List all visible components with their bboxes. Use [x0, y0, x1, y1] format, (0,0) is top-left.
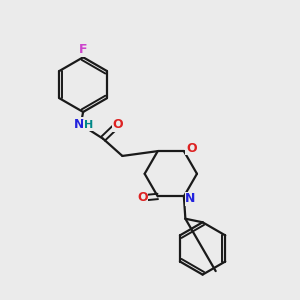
Text: O: O	[137, 191, 148, 204]
Text: O: O	[112, 118, 123, 131]
Text: N: N	[185, 192, 196, 205]
Text: N: N	[74, 118, 84, 131]
Text: H: H	[84, 120, 93, 130]
Text: O: O	[186, 142, 196, 155]
Text: F: F	[79, 43, 87, 56]
